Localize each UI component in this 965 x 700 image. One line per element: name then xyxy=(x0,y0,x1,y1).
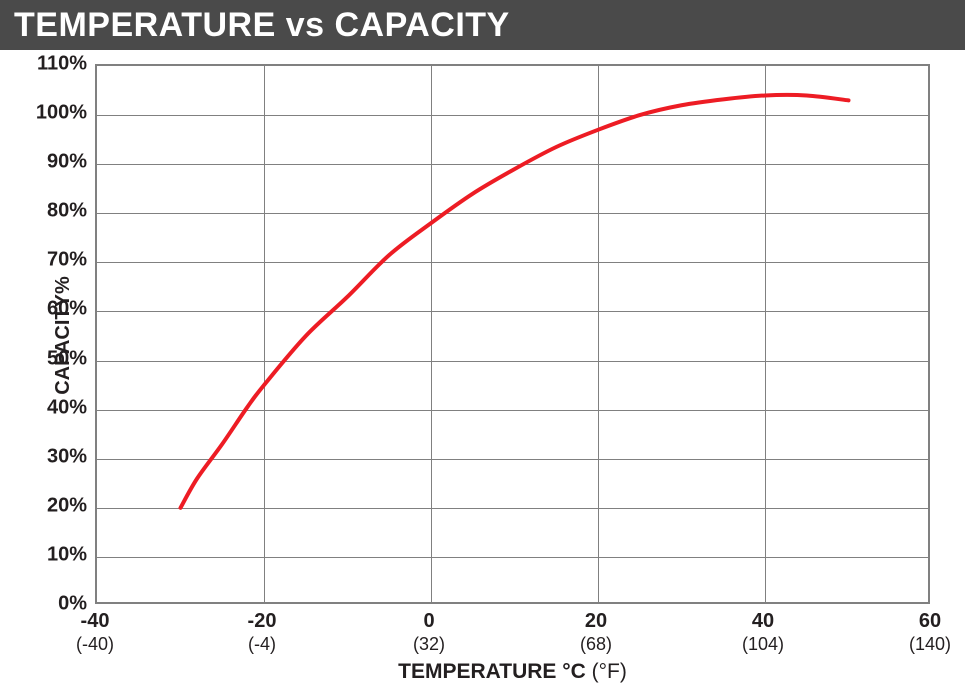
x-tick-label-fahrenheit: (104) xyxy=(742,634,784,655)
y-tick-label: 30% xyxy=(27,445,87,468)
x-axis-label: TEMPERATURE °C (°F) xyxy=(398,660,627,684)
x-tick-label-fahrenheit: (140) xyxy=(909,634,951,655)
x-tick-label-celsius: 40 xyxy=(752,610,774,633)
header-bar: TEMPERATURE vs CAPACITY xyxy=(0,0,965,50)
y-tick-label: 110% xyxy=(27,53,87,76)
y-tick-label: 50% xyxy=(27,347,87,370)
curve-svg xyxy=(97,66,932,606)
y-tick-label: 20% xyxy=(27,494,87,517)
y-axis-label: CAPACITY% xyxy=(52,276,75,395)
y-tick-label: 70% xyxy=(27,249,87,272)
y-tick-label: 10% xyxy=(27,543,87,566)
capacity-curve xyxy=(181,95,849,508)
header-title: TEMPERATURE vs CAPACITY xyxy=(14,6,510,45)
x-axis-label-fahrenheit: (°F) xyxy=(586,660,627,683)
x-tick-label-fahrenheit: (-4) xyxy=(248,634,276,655)
y-tick-label: 0% xyxy=(27,593,87,616)
x-tick-label-celsius: 60 xyxy=(919,610,941,633)
y-tick-label: 80% xyxy=(27,200,87,223)
y-tick-label: 60% xyxy=(27,298,87,321)
x-axis-label-celsius: TEMPERATURE °C xyxy=(398,660,586,683)
y-tick-label: 40% xyxy=(27,396,87,419)
x-tick-label-celsius: -40 xyxy=(81,610,110,633)
chart-plot-area xyxy=(95,64,930,604)
x-tick-label-celsius: 0 xyxy=(423,610,434,633)
x-tick-label-celsius: 20 xyxy=(585,610,607,633)
y-tick-label: 90% xyxy=(27,151,87,174)
x-tick-label-fahrenheit: (68) xyxy=(580,634,612,655)
y-tick-label: 100% xyxy=(27,102,87,125)
x-tick-label-fahrenheit: (32) xyxy=(413,634,445,655)
x-tick-label-fahrenheit: (-40) xyxy=(76,634,114,655)
x-tick-label-celsius: -20 xyxy=(248,610,277,633)
